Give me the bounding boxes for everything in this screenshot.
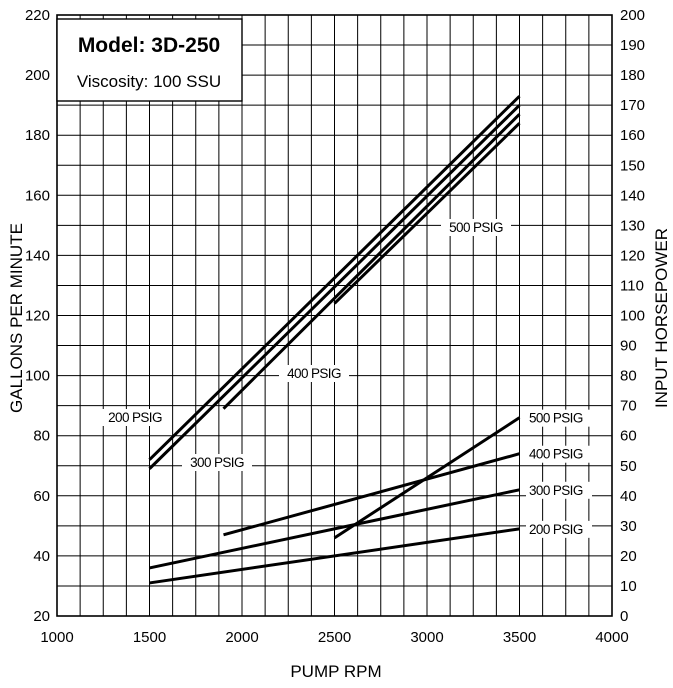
- y2-axis-title: INPUT HORSEPOWER: [652, 228, 671, 408]
- series-label-background: [526, 445, 592, 463]
- series-label: 400 PSIG: [529, 447, 583, 462]
- series-label-background: [279, 365, 349, 382]
- y2-tick-label: 30: [620, 518, 637, 535]
- y-tick-label: 200: [25, 67, 50, 84]
- flow-series-line: [333, 122, 521, 305]
- y-tick-label: 220: [25, 7, 50, 24]
- title-box-frame: [56, 18, 243, 102]
- plot-border: [56, 14, 613, 617]
- y2-tick-label: 40: [620, 488, 637, 505]
- x-tick-label: 3500: [503, 629, 536, 646]
- series-label-background: [441, 219, 511, 236]
- y2-tick-label: 200: [620, 7, 645, 24]
- y2-tick-label: 0: [620, 608, 628, 625]
- series-label-background: [526, 481, 592, 499]
- y-tick-label: 80: [33, 428, 50, 445]
- y2-tick-label: 140: [620, 187, 645, 204]
- x-tick-label: 2500: [318, 629, 351, 646]
- y2-tick-label: 70: [620, 398, 637, 415]
- x-tick-label: 1000: [40, 629, 73, 646]
- series-label-background: [526, 409, 592, 427]
- y-tick-label: 20: [33, 608, 50, 625]
- flow-series-line: [148, 104, 521, 470]
- y-tick-label: 180: [25, 127, 50, 144]
- y2-tick-label: 20: [620, 548, 637, 565]
- series-label: 400 PSIG: [287, 366, 341, 381]
- series-label-background: [100, 409, 170, 426]
- y2-tick-label: 80: [620, 368, 637, 385]
- series-label: 200 PSIG: [529, 522, 583, 537]
- y2-tick-label: 150: [620, 157, 645, 174]
- y2-tick-label: 190: [620, 37, 645, 54]
- series-label: 200 PSIG: [108, 410, 162, 425]
- x-tick-label: 1500: [133, 629, 166, 646]
- series-labels: 200 PSIG 300 PSIG 400 PSIG 500 PSIG 500 PSIG…: [100, 219, 592, 538]
- chart-subtitle: Viscosity: 100 SSU: [77, 72, 221, 91]
- y2-tick-label: 100: [620, 308, 645, 325]
- y2-tick-label: 90: [620, 338, 637, 355]
- x-axis-title: PUMP RPM: [290, 662, 381, 681]
- power-series-line: [223, 452, 520, 537]
- y2-tick-label: 110: [620, 277, 644, 294]
- y2-tick-label: 50: [620, 458, 637, 475]
- power-series-line: [149, 527, 520, 585]
- title-box: Model: 3D-250 Viscosity: 100 SSU: [56, 18, 243, 102]
- y2-tick-label: 180: [620, 67, 645, 84]
- y-tick-label: 100: [25, 368, 50, 385]
- x-tick-label: 4000: [595, 629, 628, 646]
- y2-tick-label: 160: [620, 127, 645, 144]
- y2-tick-label: 60: [620, 428, 637, 445]
- y-tick-label: 120: [25, 308, 50, 325]
- chart-title: Model: 3D-250: [78, 34, 220, 57]
- y2-tick-label: 170: [620, 97, 645, 114]
- y-tick-label: 40: [33, 548, 50, 565]
- x-tick-label: 3000: [410, 629, 443, 646]
- series-label-background: [182, 454, 252, 471]
- y-tick-label: 160: [25, 187, 50, 204]
- series-label: 300 PSIG: [190, 455, 244, 470]
- y2-tick-label: 10: [620, 578, 637, 595]
- flow-series-line: [222, 113, 521, 410]
- power-series-line: [149, 488, 520, 570]
- y-tick-label: 60: [33, 488, 50, 505]
- series-label-background: [526, 520, 592, 538]
- y2-tick-label: 120: [620, 247, 645, 264]
- series-label: 500 PSIG: [529, 411, 583, 426]
- series-lines: [148, 95, 521, 585]
- y-axis-title: GALLONS PER MINUTE: [7, 223, 26, 413]
- series-label: 500 PSIG: [449, 220, 503, 235]
- flow-series-line: [148, 95, 521, 461]
- x-tick-label: 2000: [225, 629, 258, 646]
- y2-tick-label: 130: [620, 217, 645, 234]
- y-tick-label: 140: [25, 247, 50, 264]
- series-label: 300 PSIG: [529, 483, 583, 498]
- tick-labels: 1000 1500 2000 2500 3000 3500 4000204060801001…: [25, 7, 645, 646]
